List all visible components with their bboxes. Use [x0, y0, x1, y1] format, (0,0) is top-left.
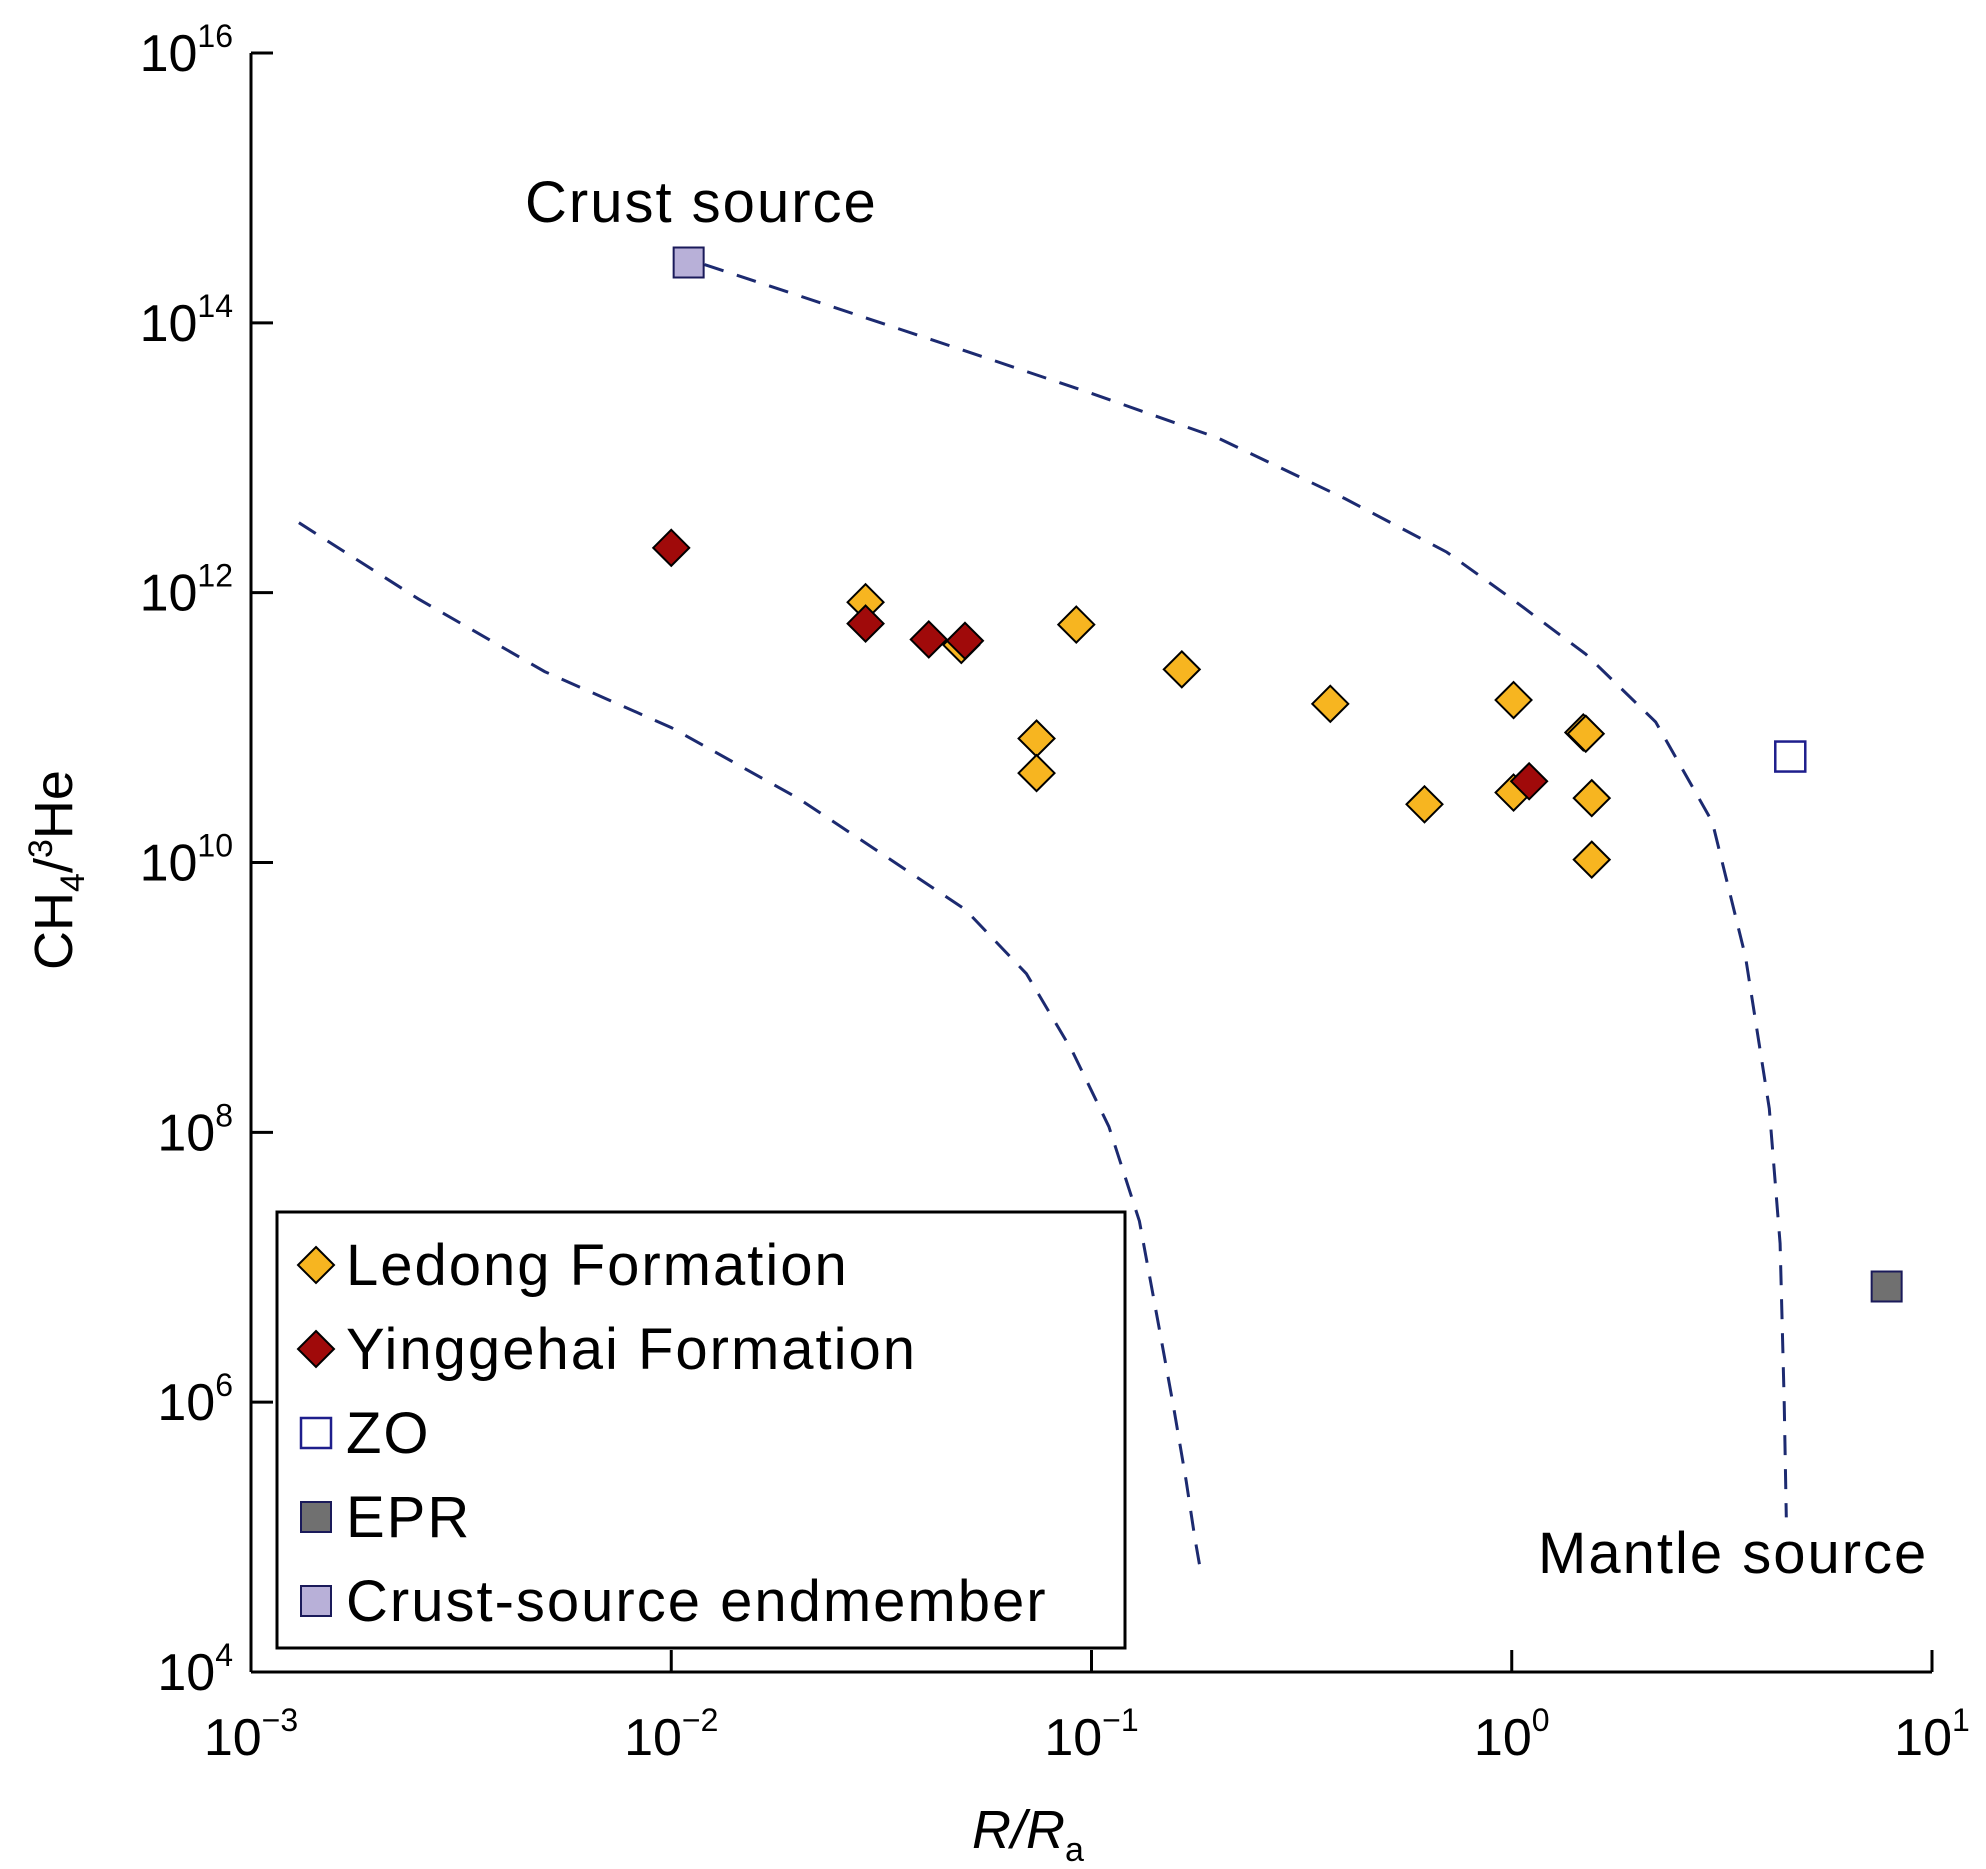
- ledong-formation-point: [1017, 719, 1056, 758]
- zo-point: [1774, 740, 1807, 773]
- boundary-curves: [298, 263, 1788, 1573]
- legend-item-epr: EPR: [300, 1485, 471, 1550]
- x-tick-label: 100: [1474, 1702, 1550, 1767]
- ledong-formation-point: [1494, 680, 1533, 720]
- legend-label: Ledong Formation: [346, 1233, 849, 1298]
- y-tick-label: 108: [157, 1097, 233, 1162]
- y-tick-label: 1014: [140, 288, 233, 353]
- legend-label: Crust-source endmember: [346, 1569, 1048, 1634]
- ledong-formation-point: [1566, 714, 1606, 754]
- x-tick-label: 10−3: [204, 1702, 298, 1767]
- x-tick-label: 10−1: [1044, 1702, 1138, 1767]
- x-tick-label: 101: [1894, 1702, 1970, 1767]
- ledong-formation-point: [1056, 605, 1096, 644]
- y-axis-title-sub: 4: [54, 873, 92, 892]
- legend-swatch: [296, 1329, 336, 1369]
- x-ticks: 10−3 10−2 10−1 100 101: [204, 1650, 1970, 1767]
- yinggehai-formation-point: [846, 604, 885, 643]
- ledong-formation-point: [1572, 778, 1612, 818]
- legend-items: Ledong Formation Yinggehai Formation ZO EPR…: [296, 1233, 1048, 1634]
- legend-item-crust-source-endmember: Crust-source endmember: [300, 1569, 1048, 1634]
- legend-swatch: [300, 1585, 332, 1617]
- y-tick-label: 104: [157, 1637, 233, 1702]
- y-axis-title: CH4/3He: [22, 770, 92, 970]
- yinggehai-formation-point: [651, 528, 691, 568]
- y-tick-label: 1016: [140, 18, 233, 83]
- legend-label: ZO: [346, 1401, 431, 1466]
- legend-item-ledong-formation: Ledong Formation: [296, 1233, 849, 1298]
- y-ticks: 104 106 108 1010 1012 1014 1016: [140, 18, 273, 1702]
- legend-item-zo: ZO: [299, 1401, 431, 1466]
- legend: Ledong Formation Yinggehai Formation ZO EPR…: [275, 1210, 1127, 1650]
- y-tick-label: 1010: [140, 828, 233, 893]
- yinggehai-formation-point: [909, 620, 949, 659]
- y-tick-label: 1012: [140, 558, 233, 623]
- y-axis-title-he: He: [24, 770, 84, 839]
- boundary-curve-2: [704, 263, 1788, 1518]
- x-tick-label: 10−2: [624, 1702, 718, 1767]
- legend-label: EPR: [346, 1485, 471, 1550]
- ledong-formation-point: [1162, 649, 1202, 689]
- y-axis-title-ch: CH: [24, 892, 84, 970]
- crust-source-endmember-point: [672, 246, 705, 279]
- x-axis-title: R/Ra: [972, 1800, 1084, 1869]
- ledong-formation-point: [1405, 784, 1444, 824]
- legend-item-yinggehai-formation: Yinggehai Formation: [296, 1317, 917, 1382]
- boundary-curve-1: [298, 521, 1203, 1573]
- yinggehai-formation-point: [1509, 761, 1549, 801]
- ledong-formation-point: [1017, 753, 1056, 793]
- yinggehai-formation-point: [945, 621, 985, 661]
- data-points: [651, 246, 1903, 1303]
- ledong-formation-point: [1310, 684, 1350, 724]
- legend-swatch: [299, 1416, 333, 1450]
- legend-swatch: [300, 1501, 332, 1533]
- legend-swatch: [296, 1245, 336, 1285]
- epr-point: [1870, 1270, 1903, 1303]
- ledong-formation-point: [1572, 840, 1612, 880]
- y-tick-label: 106: [157, 1367, 233, 1432]
- crust-source-label: Crust source: [525, 170, 878, 235]
- y-axis-title-slash: /: [24, 858, 84, 873]
- legend-label: Yinggehai Formation: [346, 1317, 917, 1382]
- x-axis-title-main: R/R: [972, 1800, 1065, 1860]
- x-axis-title-sub: a: [1065, 1831, 1084, 1869]
- mantle-source-label: Mantle source: [1538, 1521, 1928, 1586]
- legend-box: [275, 1210, 1127, 1650]
- y-axis-title-sup: 3: [22, 839, 60, 858]
